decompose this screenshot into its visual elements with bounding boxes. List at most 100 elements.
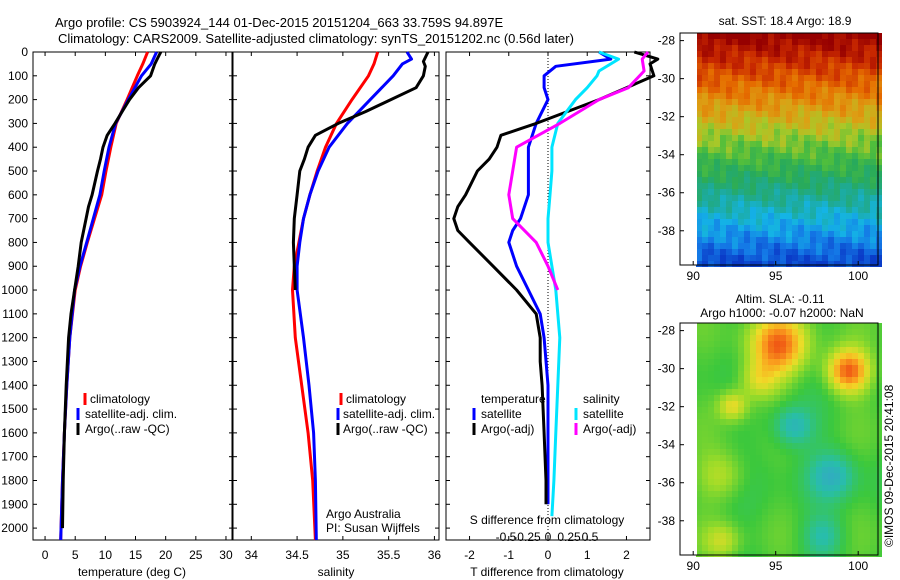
sst-cell — [756, 111, 762, 117]
sst-cell — [780, 165, 786, 171]
sla-cell — [738, 407, 744, 413]
sst-cell — [714, 63, 720, 69]
sst-cell — [708, 231, 714, 237]
sst-cell — [810, 183, 816, 189]
sst-cell — [726, 261, 732, 267]
sst-cell — [852, 219, 858, 225]
sst-cell — [840, 147, 846, 153]
sst-cell — [840, 153, 846, 159]
sla-cell — [810, 359, 816, 365]
sst-cell — [750, 45, 756, 51]
sst-cell — [780, 33, 786, 39]
sst-cell — [834, 123, 840, 129]
legend-label-t-argo: Argo(-adj) — [481, 422, 534, 436]
x-tick-label: 25 — [189, 548, 203, 562]
sst-cell — [846, 99, 852, 105]
sla-cell — [732, 545, 738, 551]
sst-cell — [786, 237, 792, 243]
sst-cell — [810, 177, 816, 183]
sla-cell — [762, 371, 768, 377]
sst-cell — [744, 63, 750, 69]
sla-cell — [804, 461, 810, 467]
sla-cell — [786, 365, 792, 371]
sst-cell — [768, 51, 774, 57]
sst-cell — [822, 153, 828, 159]
depth-tick-label: 1600 — [1, 426, 28, 440]
sla-cell — [768, 545, 774, 551]
sla-cell — [816, 533, 822, 539]
sla-cell — [804, 431, 810, 437]
sst-cell — [852, 51, 858, 57]
sst-cell — [840, 225, 846, 231]
sla-cell — [702, 395, 708, 401]
sst-cell — [804, 45, 810, 51]
sla-cell — [876, 323, 882, 329]
sla-cell — [768, 491, 774, 497]
sst-cell — [858, 39, 864, 45]
sla-cell — [732, 527, 738, 533]
sla-cell — [738, 425, 744, 431]
sst-cell — [726, 201, 732, 207]
sla-cell — [816, 515, 822, 521]
sla-cell — [798, 539, 804, 545]
sst-cell — [858, 105, 864, 111]
sst-cell — [840, 117, 846, 123]
sla-cell — [822, 329, 828, 335]
sla-cell — [870, 383, 876, 389]
sst-cell — [822, 201, 828, 207]
sla-cell — [816, 479, 822, 485]
sla-cell — [714, 521, 720, 527]
sst-cell — [702, 57, 708, 63]
sst-cell — [726, 93, 732, 99]
sst-cell — [852, 171, 858, 177]
sst-cell — [876, 231, 882, 237]
sla-cell — [714, 407, 720, 413]
sla-cell — [852, 461, 858, 467]
sla-cell — [858, 545, 864, 551]
sst-cell — [870, 87, 876, 93]
sst-cell — [870, 123, 876, 129]
sst-cell — [870, 165, 876, 171]
sst-cell — [804, 213, 810, 219]
sla-cell — [828, 509, 834, 515]
sst-cell — [780, 123, 786, 129]
sla-cell — [804, 419, 810, 425]
sla-cell — [726, 503, 732, 509]
sst-cell — [732, 81, 738, 87]
sst-cell — [798, 111, 804, 117]
sst-cell — [768, 123, 774, 129]
sla-cell — [702, 371, 708, 377]
sst-cell — [780, 219, 786, 225]
sst-cell — [714, 57, 720, 63]
sst-cell — [708, 153, 714, 159]
temperature-panel-frame — [32, 51, 233, 541]
sla-cell — [732, 323, 738, 329]
sst-cell — [696, 261, 702, 267]
sla-cell — [744, 437, 750, 443]
sla-cell — [822, 407, 828, 413]
sla-cell — [864, 467, 870, 473]
sst-cell — [762, 33, 768, 39]
sst-cell — [780, 177, 786, 183]
salinity-x-axis: 34 34.5 35 35.5 36 — [245, 52, 441, 562]
sla-cell — [720, 443, 726, 449]
sst-cell — [858, 63, 864, 69]
sst-cell — [810, 159, 816, 165]
sst-cell — [864, 111, 870, 117]
sla-cell — [780, 395, 786, 401]
sst-cell — [810, 165, 816, 171]
sst-cell — [702, 255, 708, 261]
map-lon-label: 90 — [687, 269, 701, 283]
sst-cell — [720, 129, 726, 135]
sst-cell — [846, 45, 852, 51]
sst-cell — [720, 255, 726, 261]
sla-cell — [804, 503, 810, 509]
sst-cell — [702, 243, 708, 249]
sst-cell — [744, 93, 750, 99]
sla-cell — [726, 437, 732, 443]
sla-cell — [750, 371, 756, 377]
sst-cell — [738, 249, 744, 255]
sst-cell — [810, 189, 816, 195]
sst-cell — [732, 105, 738, 111]
sst-cell — [846, 117, 852, 123]
